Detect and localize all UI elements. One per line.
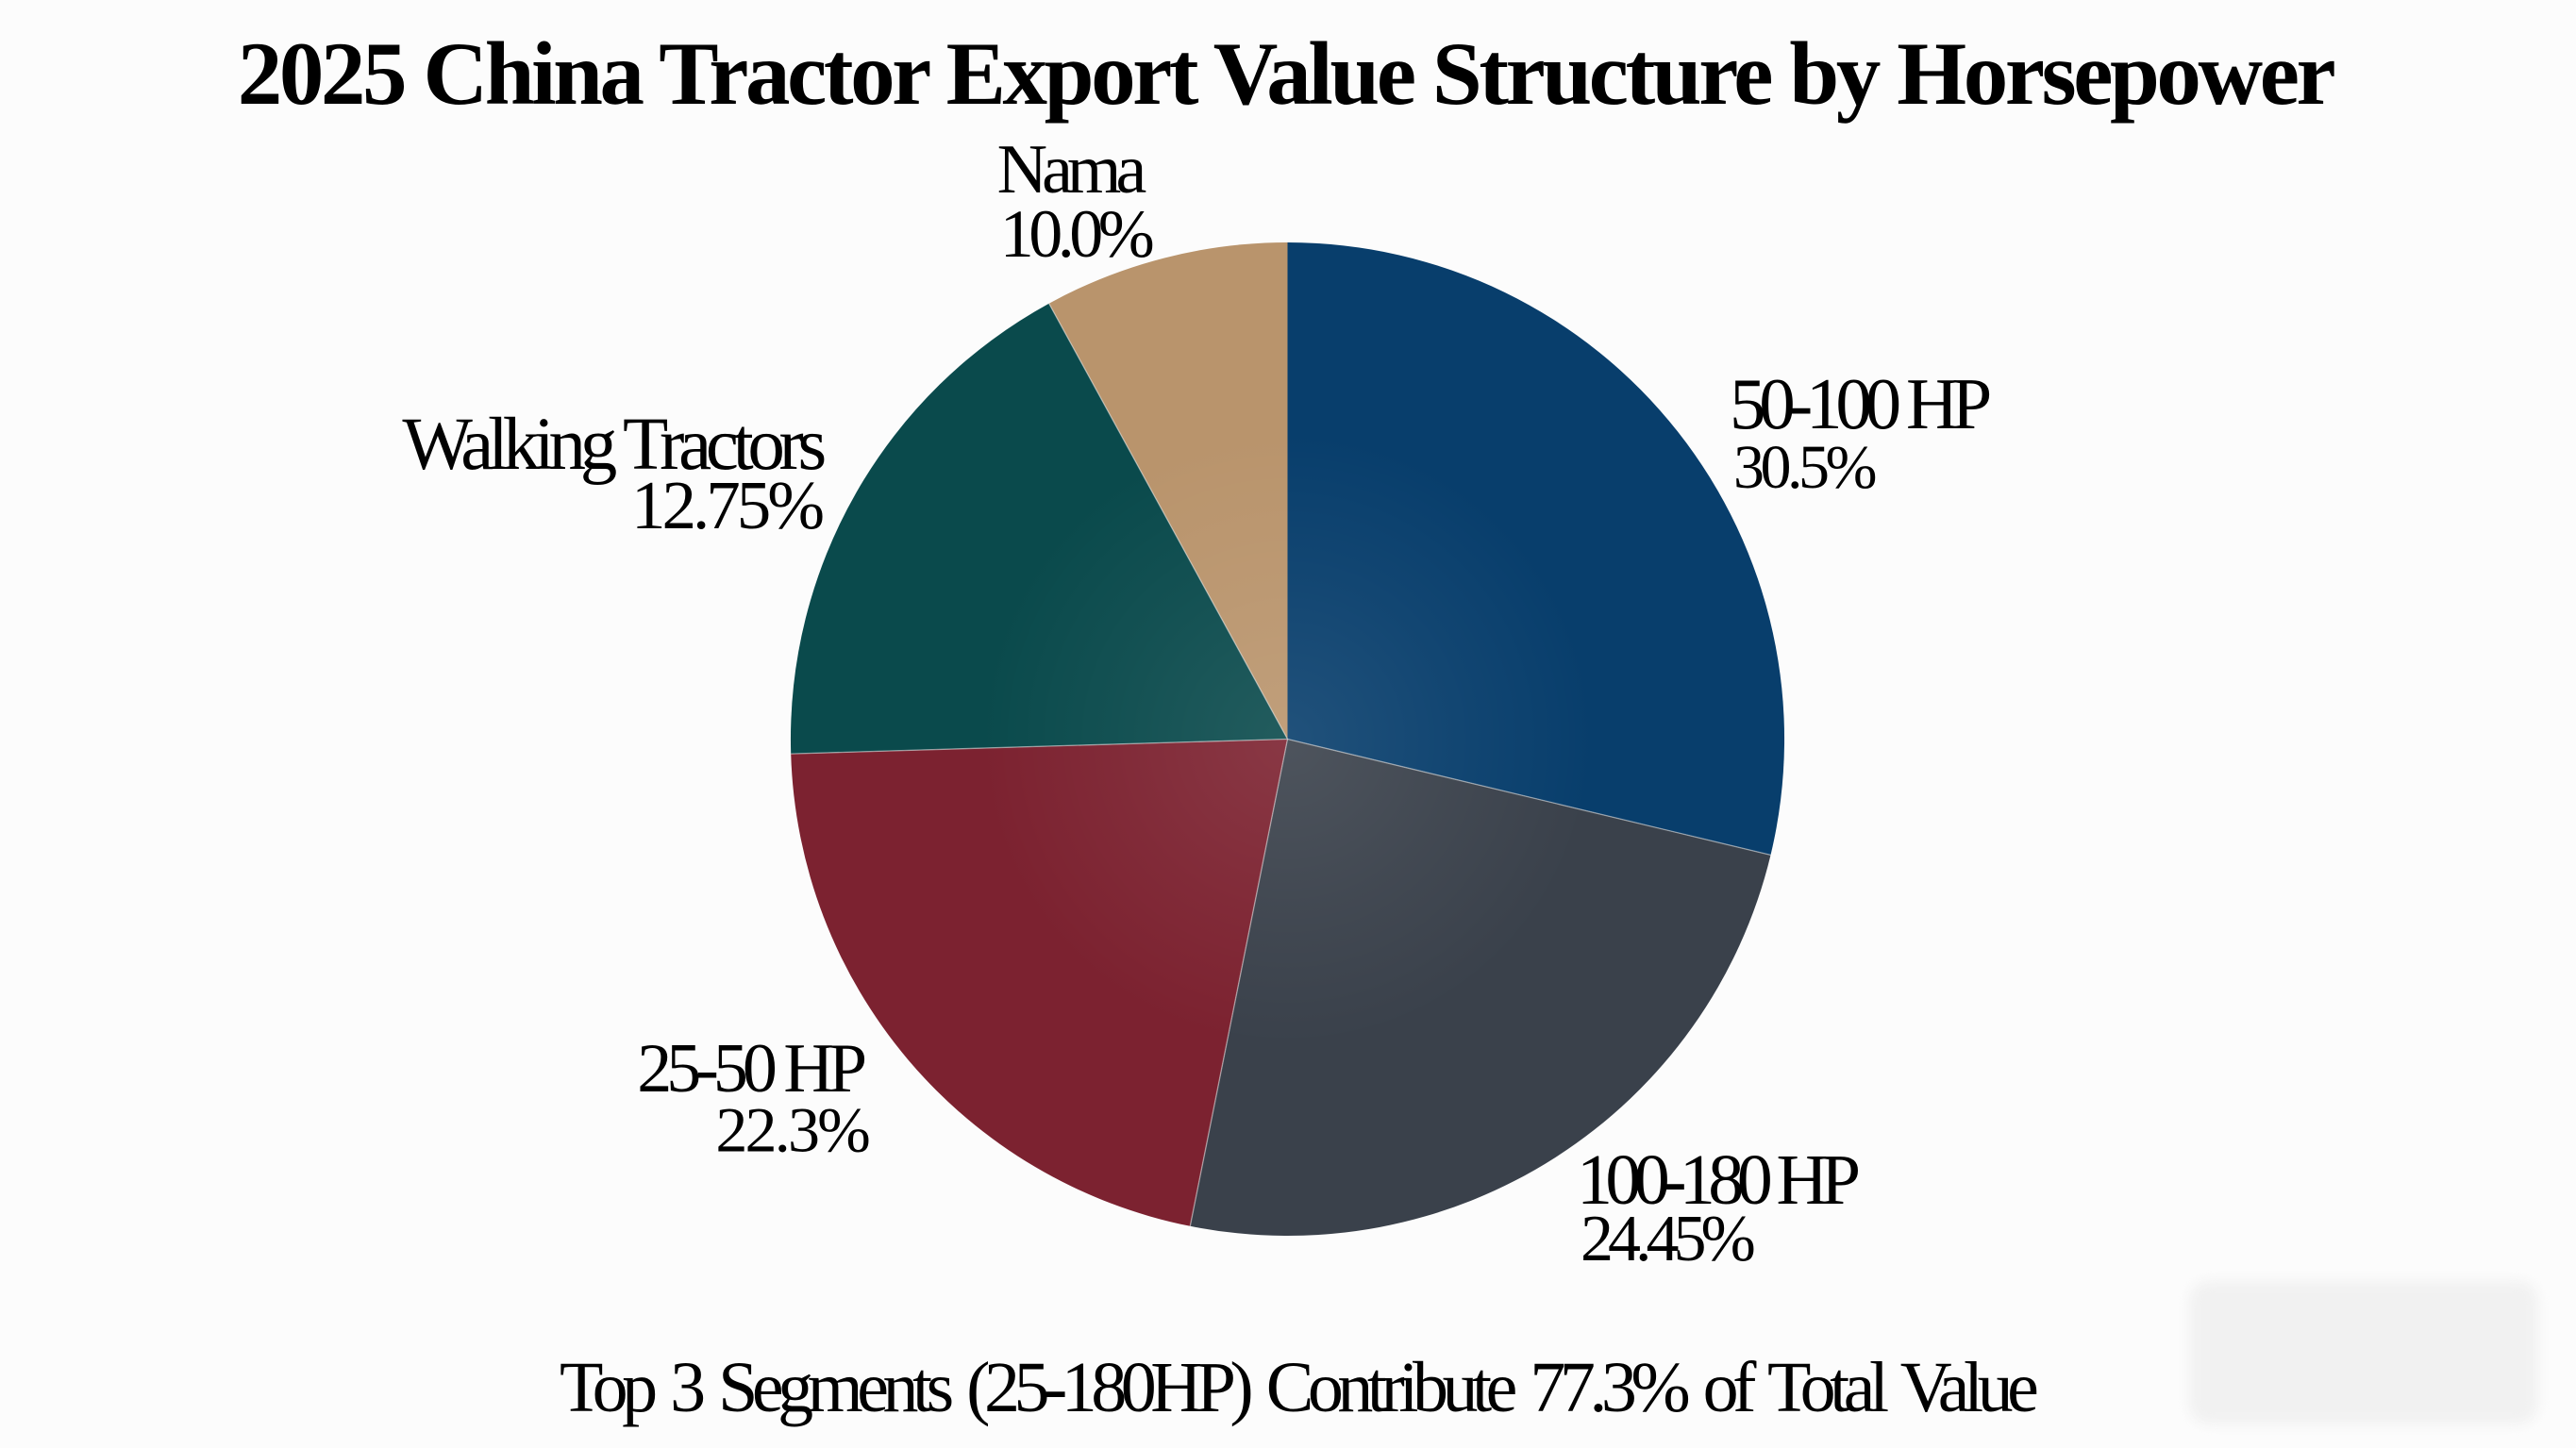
svg-text:2025 China Tractor Export Valu: 2025 China Tractor Export Value Structur…: [238, 24, 2335, 124]
svg-text:22.3%: 22.3%: [715, 1094, 869, 1166]
svg-text:30.5%: 30.5%: [1733, 433, 1876, 502]
svg-text:100-180 HP: 100-180 HP: [1577, 1140, 1859, 1220]
svg-text:12.75%: 12.75%: [631, 467, 823, 543]
svg-text:50-100 HP: 50-100 HP: [1730, 363, 1989, 444]
svg-text:Walking Tractors: Walking Tractors: [402, 404, 824, 486]
svg-text:Top 3 Segments (25-180HP) Cont: Top 3 Segments (25-180HP) Contribute 77.…: [560, 1348, 2037, 1427]
svg-text:24.45%: 24.45%: [1581, 1203, 1754, 1275]
svg-text:25-50 HP: 25-50 HP: [637, 1030, 865, 1107]
svg-text:10.0%: 10.0%: [1000, 196, 1153, 272]
svg-text:Nama: Nama: [997, 131, 1146, 208]
